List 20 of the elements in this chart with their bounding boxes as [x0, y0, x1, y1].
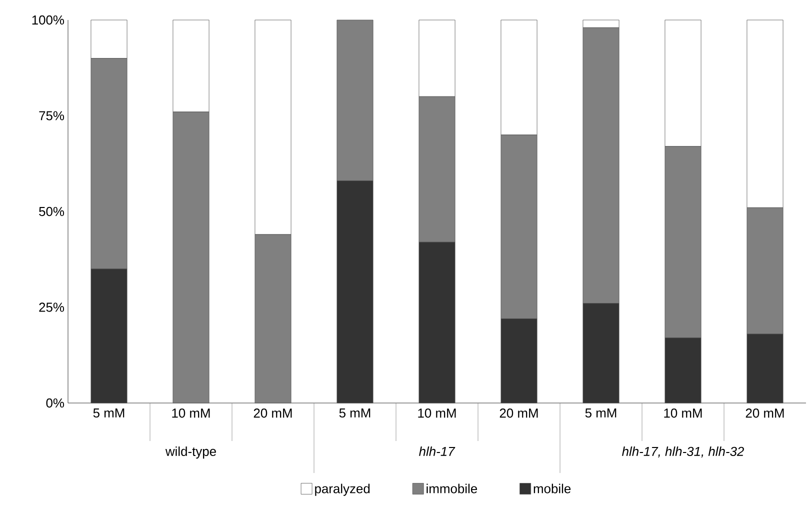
x-tick-label: 20 mM	[254, 408, 292, 418]
x-tick-label: 20 mM	[746, 408, 784, 418]
x-tick-label: 5 mM	[93, 408, 124, 418]
legend-label: paralyzed	[315, 484, 370, 496]
x-tick-label: 10 mM	[172, 408, 210, 418]
y-tick-label: 75%	[39, 111, 64, 120]
x-tick-label: 10 mM	[418, 408, 456, 418]
x-tick-label: 20 mM	[500, 408, 538, 418]
y-tick-label: 50%	[39, 206, 64, 216]
text: hlh-17	[419, 446, 456, 456]
y-tick-label: 25%	[39, 302, 64, 312]
y-tick-label: 0%	[46, 398, 64, 408]
legend-label: mobile	[534, 484, 571, 494]
legend-label: immobile	[426, 484, 478, 494]
y-tick-label: 100%	[32, 15, 64, 25]
x-tick-label: 10 mM	[664, 408, 702, 418]
x-tick-label: 5 mM	[585, 408, 616, 418]
text: wild-type	[165, 446, 216, 459]
text: hlh-17, hlh-31, hlh-32	[622, 446, 744, 458]
x-tick-label: 5 mM	[339, 408, 370, 418]
